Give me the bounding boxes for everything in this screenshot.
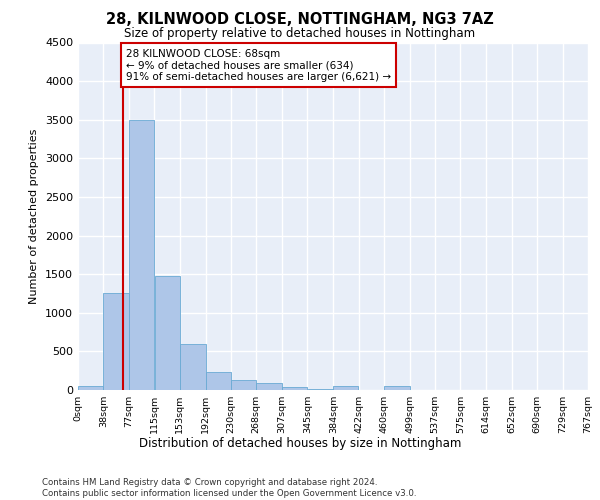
- Bar: [78, 386, 103, 390]
- Text: Contains HM Land Registry data © Crown copyright and database right 2024.
Contai: Contains HM Land Registry data © Crown c…: [42, 478, 416, 498]
- Text: Size of property relative to detached houses in Nottingham: Size of property relative to detached ho…: [124, 28, 476, 40]
- Bar: [334, 386, 358, 390]
- Bar: [155, 276, 179, 390]
- Bar: [130, 120, 154, 390]
- Bar: [384, 386, 410, 390]
- Text: 28 KILNWOOD CLOSE: 68sqm
← 9% of detached houses are smaller (634)
91% of semi-d: 28 KILNWOOD CLOSE: 68sqm ← 9% of detache…: [126, 48, 391, 82]
- Bar: [231, 380, 256, 390]
- Bar: [256, 383, 282, 390]
- Bar: [103, 294, 129, 390]
- Bar: [308, 389, 333, 390]
- Text: 28, KILNWOOD CLOSE, NOTTINGHAM, NG3 7AZ: 28, KILNWOOD CLOSE, NOTTINGHAM, NG3 7AZ: [106, 12, 494, 28]
- Bar: [206, 372, 231, 390]
- Y-axis label: Number of detached properties: Number of detached properties: [29, 128, 40, 304]
- Bar: [180, 344, 205, 390]
- Text: Distribution of detached houses by size in Nottingham: Distribution of detached houses by size …: [139, 437, 461, 450]
- Bar: [282, 387, 307, 390]
